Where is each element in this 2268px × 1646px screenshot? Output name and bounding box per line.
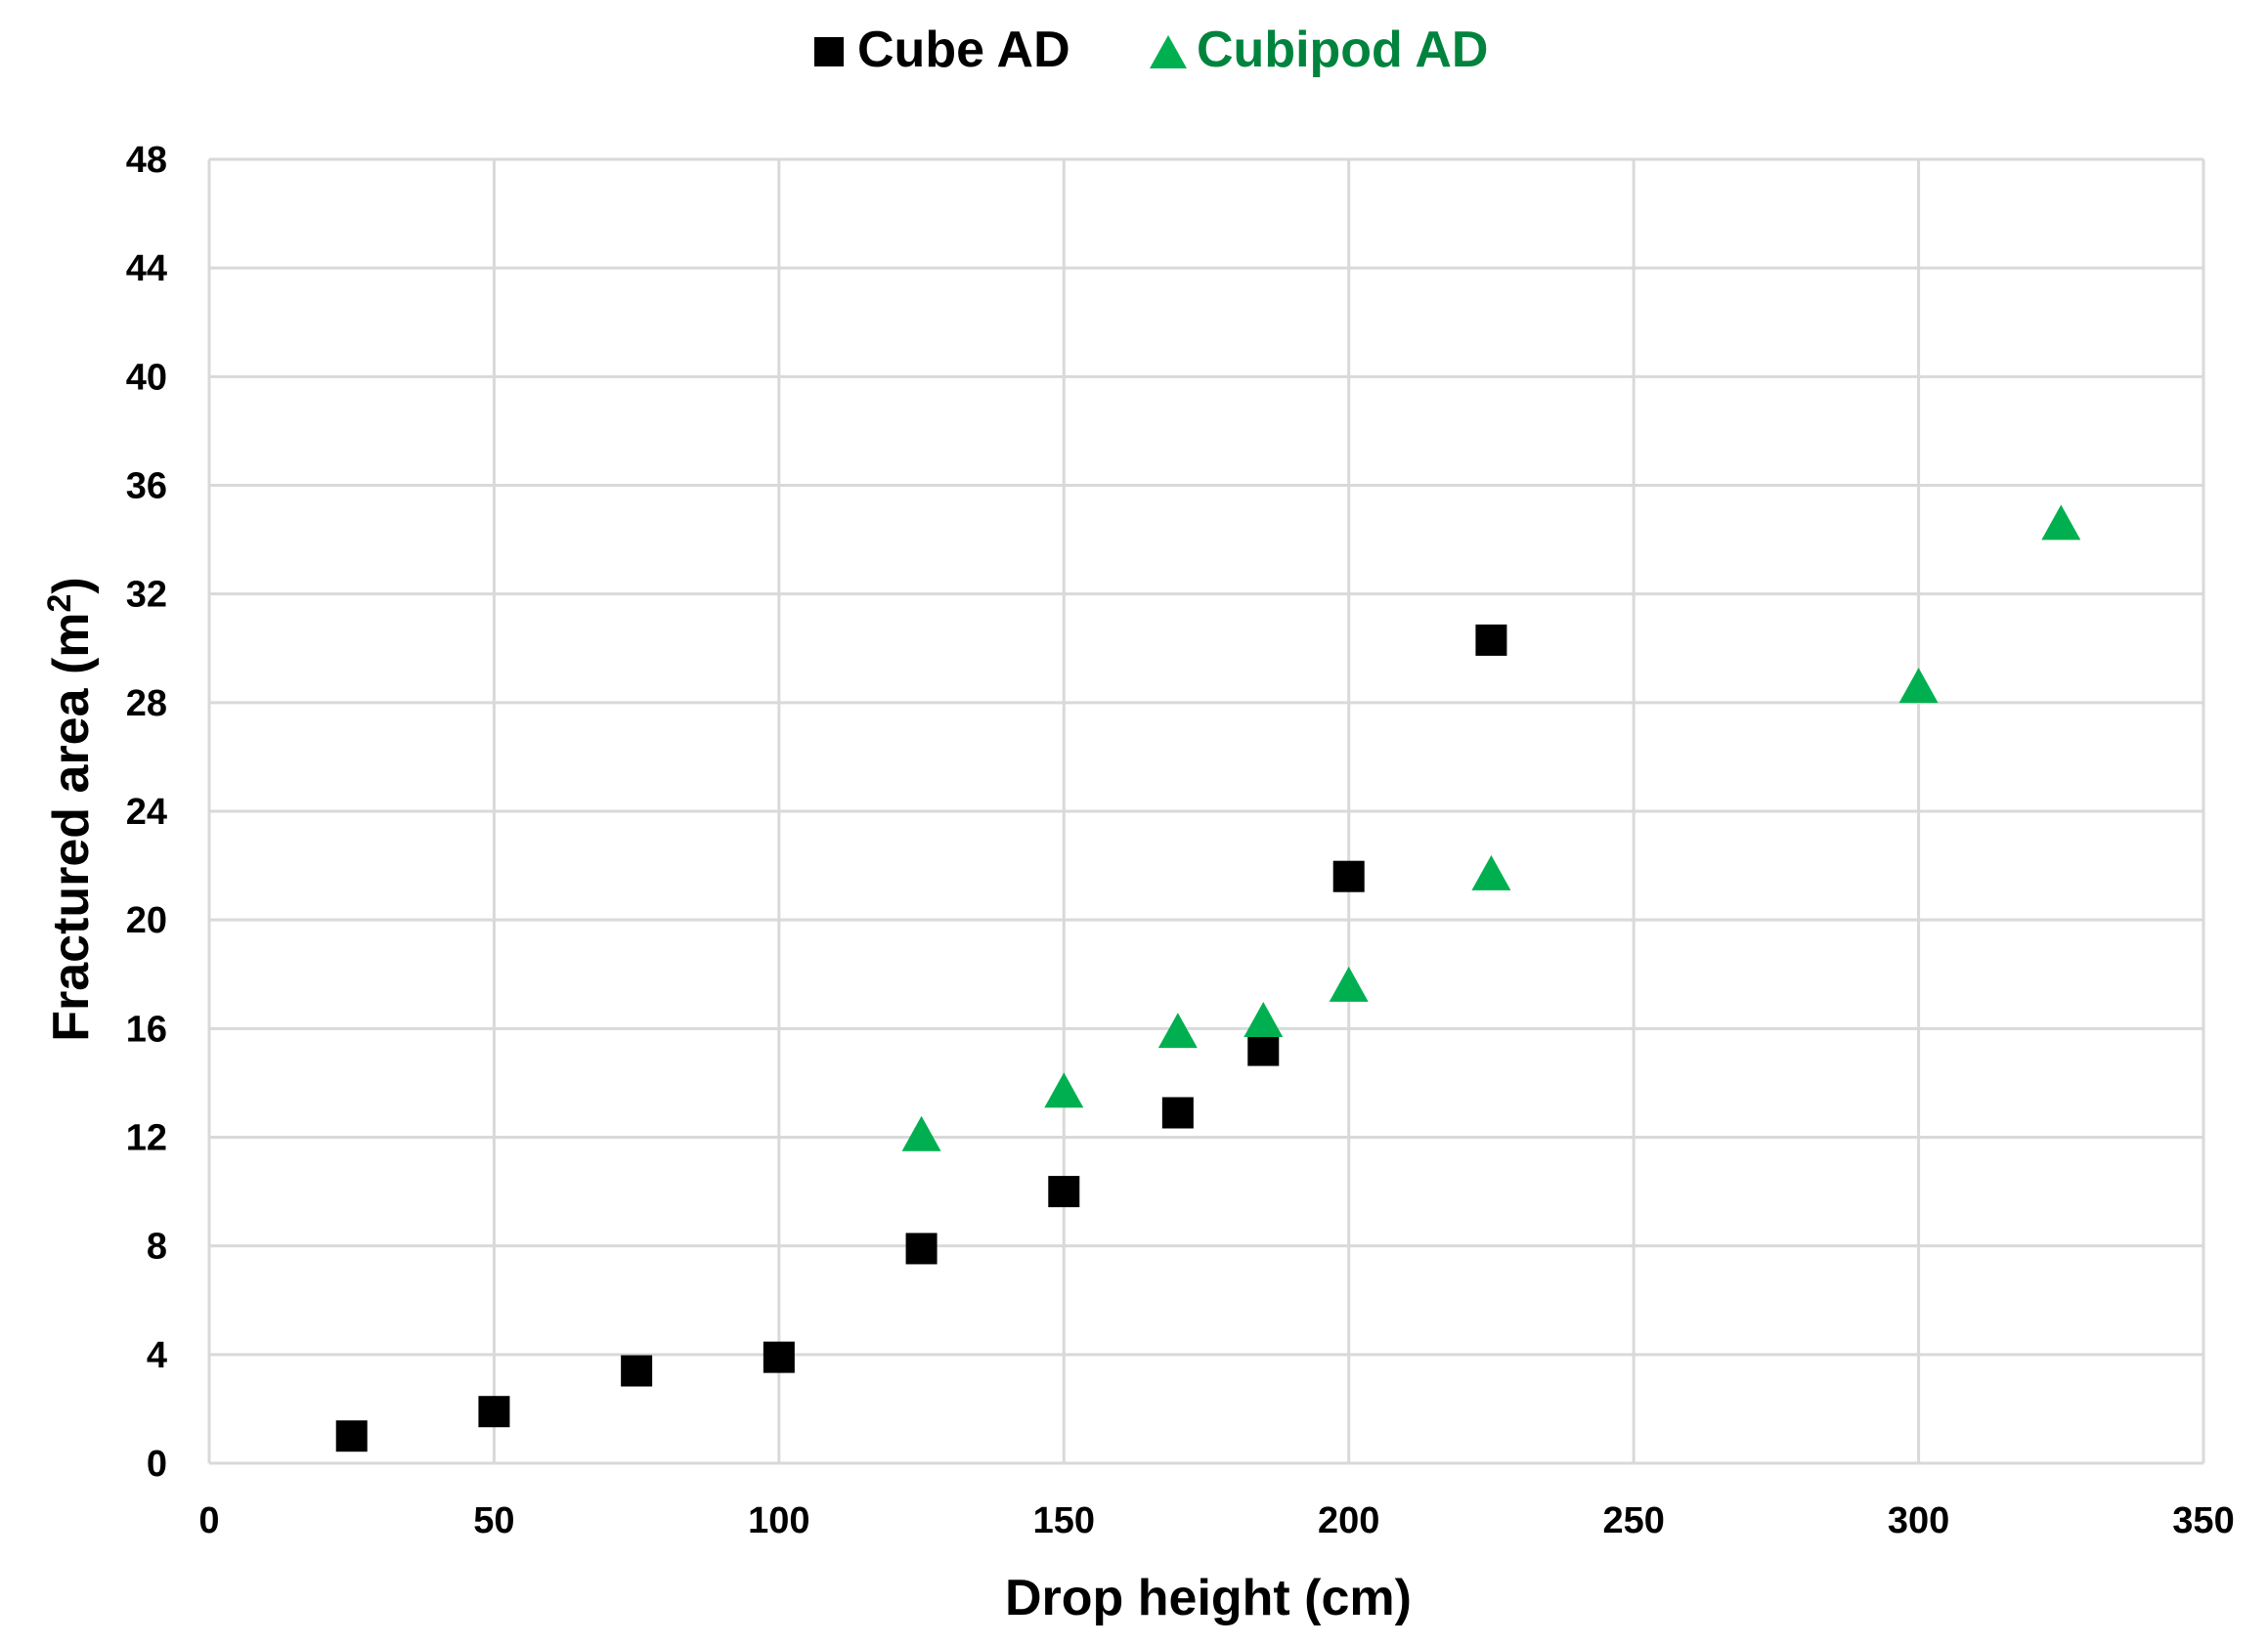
- legend: Cube AD Cubipod AD: [814, 22, 1488, 78]
- cubipod-ad-point: [1157, 1013, 1198, 1049]
- legend-label-cubipod-ad: Cubipod AD: [1197, 22, 1488, 78]
- x-tick-label: 100: [748, 1500, 809, 1541]
- y-tick-label: 48: [126, 140, 167, 181]
- x-tick-label: 0: [198, 1500, 219, 1541]
- data-markers: [335, 504, 2081, 1452]
- cube-ad-point: [621, 1355, 653, 1387]
- cube-ad-point: [1247, 1034, 1280, 1066]
- y-tick-label: 16: [126, 1009, 167, 1050]
- y-tick-label: 40: [126, 357, 167, 398]
- y-tick-label: 20: [126, 900, 167, 941]
- y-tick-label: 8: [147, 1227, 167, 1268]
- y-tick-label: 28: [126, 683, 167, 724]
- y-axis-title: Fractured area (m2): [41, 577, 100, 1042]
- x-tick-label: 150: [1033, 1500, 1095, 1541]
- x-tick-label: 50: [473, 1500, 514, 1541]
- y-tick-label: 24: [126, 792, 167, 833]
- cubipod-ad-point: [1044, 1072, 1084, 1108]
- cube-ad-point: [905, 1233, 938, 1265]
- legend-marker-cubipod-ad: [1150, 35, 1187, 68]
- y-axis-title-superscript: 2: [41, 594, 78, 613]
- x-axis-title: Drop height (cm): [1005, 1570, 1412, 1626]
- cube-ad-point: [335, 1420, 368, 1452]
- cube-ad-point: [1048, 1176, 1080, 1208]
- x-tick-label: 250: [1602, 1500, 1664, 1541]
- cubipod-ad-point: [901, 1115, 941, 1151]
- cube-ad-point: [1332, 860, 1365, 892]
- x-tick-label: 200: [1318, 1500, 1379, 1541]
- cubipod-ad-point: [1329, 966, 1369, 1002]
- legend-marker-cube-ad: [814, 37, 844, 66]
- y-tick-label: 36: [126, 466, 167, 507]
- y-tick-label: 12: [126, 1118, 167, 1159]
- cube-ad-point: [763, 1341, 795, 1373]
- y-axis-title-main: Fractured area (m: [43, 612, 100, 1041]
- cubipod-ad-point: [1898, 668, 1939, 704]
- x-tick-label: 300: [1888, 1500, 1949, 1541]
- cubipod-ad-point: [2041, 504, 2081, 541]
- x-tick-label: 350: [2172, 1500, 2234, 1541]
- y-tick-label: 4: [147, 1335, 167, 1376]
- cube-ad-point: [478, 1396, 510, 1428]
- cubipod-ad-point: [1471, 854, 1511, 890]
- legend-label-cube-ad: Cube AD: [857, 22, 1070, 78]
- cube-ad-point: [1161, 1097, 1194, 1129]
- cubipod-ad-point: [1243, 1001, 1284, 1037]
- y-tick-label: 32: [126, 575, 167, 616]
- grid-lines: [207, 157, 2205, 1465]
- cube-ad-point: [1475, 624, 1507, 656]
- y-tick-label: 44: [126, 248, 167, 289]
- y-tick-label: 0: [147, 1444, 167, 1485]
- y-axis-title-suffix: ): [43, 577, 100, 593]
